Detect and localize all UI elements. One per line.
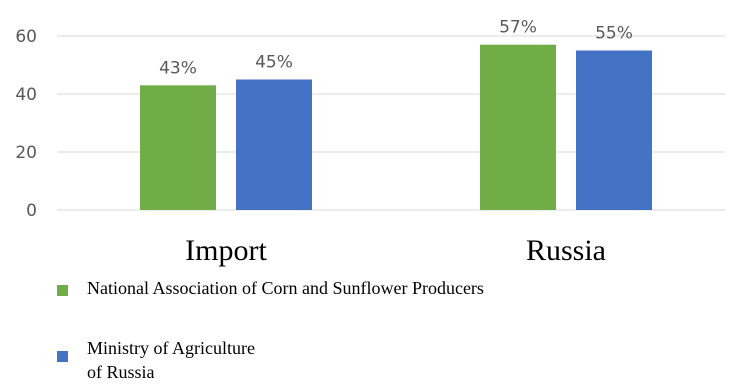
bar-chart: 0 20 40 60 43% 45% 57% 55% Import Russia (0, 0, 734, 275)
x-category-label: Russia (526, 234, 606, 267)
bars (140, 45, 652, 210)
y-tick-label: 20 (15, 143, 37, 163)
bar (480, 45, 556, 210)
legend-item-national-association: National Association of Corn and Sunflow… (57, 276, 717, 300)
y-tick-label: 60 (15, 27, 37, 47)
y-tick-label: 40 (15, 85, 37, 105)
legend-label: National Association of Corn and Sunflow… (87, 276, 687, 300)
legend-swatch-blue (57, 351, 68, 362)
legend-swatch-green (57, 285, 68, 296)
x-category-label: Import (185, 234, 267, 267)
x-axis-categories: Import Russia (185, 234, 606, 267)
data-label: 55% (595, 24, 633, 44)
y-tick-label: 0 (26, 201, 37, 221)
legend-item-ministry: Ministry of Agriculture of Russia (57, 336, 717, 384)
data-label: 43% (159, 58, 197, 78)
y-axis: 0 20 40 60 (15, 27, 37, 221)
legend: National Association of Corn and Sunflow… (57, 276, 717, 381)
legend-label: Ministry of Agriculture of Russia (87, 336, 687, 384)
data-label: 45% (255, 53, 293, 73)
data-label: 57% (499, 18, 537, 38)
data-labels: 43% 45% 57% 55% (159, 18, 633, 79)
bar (140, 85, 216, 210)
bar (236, 80, 312, 211)
bar (576, 51, 652, 211)
